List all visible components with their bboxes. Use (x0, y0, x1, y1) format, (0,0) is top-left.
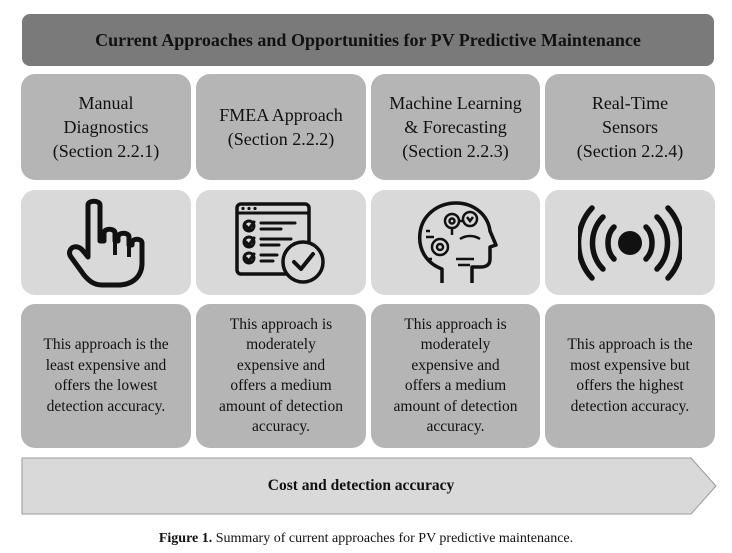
cost-accuracy-arrow: Cost and detection accuracy (21, 457, 718, 515)
icon-box-machine-learning (371, 190, 540, 295)
checklist-icon (235, 201, 325, 284)
header-real-time-sensors: Real-Time Sensors (Section 2.2.4) (545, 74, 715, 180)
description-machine-learning: This approach is moderately expensive an… (371, 304, 540, 448)
arrow-label: Cost and detection accuracy (267, 477, 455, 494)
description-text: This approach is moderately expensive an… (393, 315, 518, 436)
description-fmea-approach: This approach is moderately expensive an… (196, 304, 366, 448)
icon-box-sensors (545, 190, 715, 295)
description-text: This approach is the least expensive and… (43, 336, 169, 415)
header-machine-learning: Machine Learning & Forecasting (Section … (371, 74, 540, 180)
description-manual-diagnostics: This approach is the least expensive and… (21, 304, 191, 448)
header-manual-diagnostics: Manual Diagnostics (Section 2.2.1) (21, 74, 191, 180)
header-text: FMEA Approach (Section 2.2.2) (219, 105, 343, 149)
header-text: Real-Time Sensors (Section 2.2.4) (576, 93, 684, 161)
icon-box-fmea (196, 190, 366, 295)
description-text: This approach is moderately expensive an… (219, 315, 343, 436)
caption-label: Figure 1. (158, 531, 213, 546)
pointing-hand-icon (67, 198, 145, 287)
figure-caption: Figure 1. Summary of current approaches … (0, 531, 732, 547)
header-text: Manual Diagnostics (Section 2.2.1) (52, 93, 160, 161)
diagram-title: Current Approaches and Opportunities for… (22, 14, 714, 66)
header-text: Machine Learning & Forecasting (Section … (389, 93, 522, 161)
ai-head-icon (417, 200, 498, 283)
icon-box-manual (21, 190, 191, 295)
broadcast-sensor-icon (578, 204, 682, 281)
arrow-shape (21, 457, 717, 515)
description-real-time-sensors: This approach is the most expensive but … (545, 304, 715, 448)
description-text: This approach is the most expensive but … (567, 336, 693, 415)
caption-text: Summary of current approaches for PV pre… (212, 531, 574, 546)
header-fmea-approach: FMEA Approach (Section 2.2.2) (196, 74, 366, 180)
